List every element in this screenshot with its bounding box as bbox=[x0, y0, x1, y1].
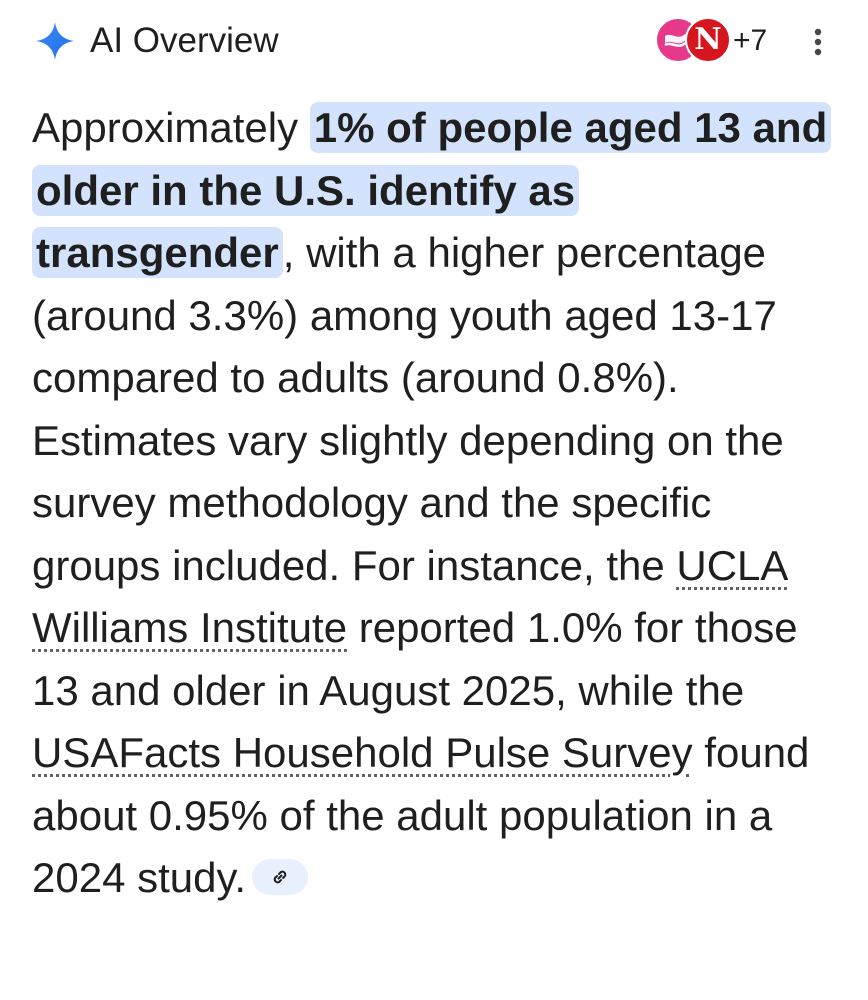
source-avatars[interactable]: N bbox=[655, 17, 733, 63]
overview-answer: Approximately 1% of people aged 13 and o… bbox=[32, 97, 832, 910]
more-sources-count[interactable]: +7 bbox=[733, 24, 768, 57]
more-options-button[interactable] bbox=[800, 20, 836, 62]
page-title: AI Overview bbox=[90, 21, 279, 60]
source-link-usafacts[interactable]: USAFacts Household Pulse Survey bbox=[32, 729, 693, 776]
source-avatar-n[interactable]: N bbox=[685, 17, 731, 63]
source-link-ucla[interactable]: UCLA Williams Institute bbox=[32, 541, 789, 652]
more-vert-icon bbox=[814, 28, 822, 56]
sparkle-icon bbox=[36, 22, 74, 60]
answer-text: , with a higher percentage (around 3.3%)… bbox=[32, 229, 784, 589]
answer-text: found about 0.95% of the adult populatio… bbox=[32, 729, 810, 901]
link-icon bbox=[273, 870, 287, 884]
avatar-letter: N bbox=[694, 22, 722, 57]
answer-lead: Approximately bbox=[32, 104, 310, 151]
answer-text: reported 1.0% for those 13 and older in … bbox=[32, 604, 798, 714]
citation-button[interactable] bbox=[252, 858, 309, 895]
ai-overview-header: AI Overview N +7 bbox=[0, 0, 868, 84]
